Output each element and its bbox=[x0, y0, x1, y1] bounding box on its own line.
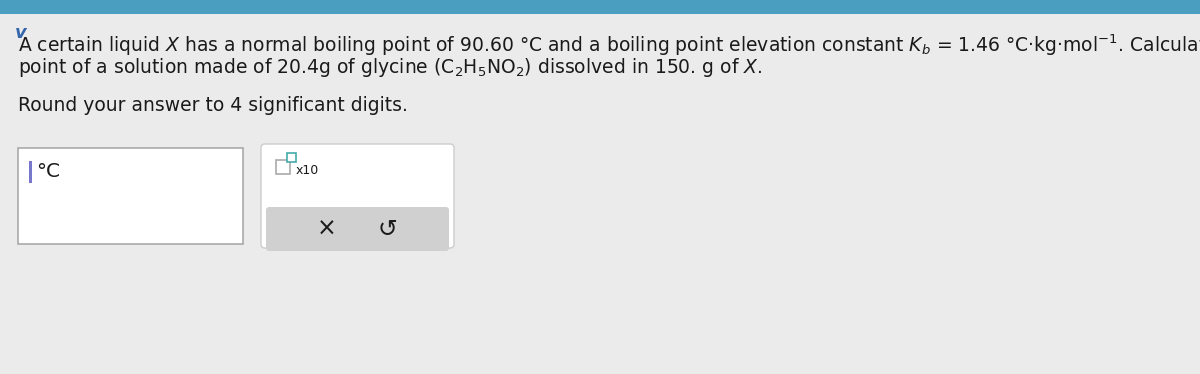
Text: point of a solution made of 20.4g of glycine (C$_{2}$H$_{5}$NO$_{2}$) dissolved : point of a solution made of 20.4g of gly… bbox=[18, 56, 762, 79]
Text: v: v bbox=[14, 24, 26, 42]
Text: °C: °C bbox=[36, 162, 60, 181]
Text: ×: × bbox=[317, 217, 337, 241]
Bar bbox=[0, 0, 1200, 14]
FancyBboxPatch shape bbox=[266, 207, 449, 251]
Text: ↺: ↺ bbox=[377, 217, 397, 241]
Bar bbox=[287, 153, 296, 162]
FancyBboxPatch shape bbox=[262, 144, 454, 248]
Bar bbox=[29, 161, 32, 183]
Text: Round your answer to 4 significant digits.: Round your answer to 4 significant digit… bbox=[18, 96, 408, 115]
Text: x10: x10 bbox=[296, 164, 319, 177]
Bar bbox=[18, 148, 242, 244]
Text: A certain liquid $\it{X}$ has a normal boiling point of 90.60 °C and a boiling p: A certain liquid $\it{X}$ has a normal b… bbox=[18, 32, 1200, 58]
Bar bbox=[276, 160, 290, 174]
